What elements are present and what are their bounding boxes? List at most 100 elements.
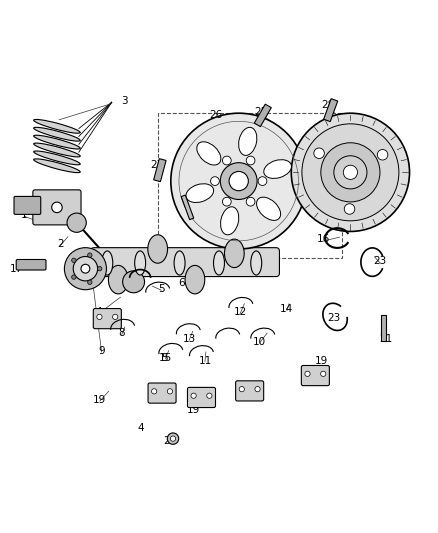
- Text: 21: 21: [380, 334, 393, 344]
- FancyBboxPatch shape: [301, 366, 329, 386]
- Text: 15: 15: [159, 353, 172, 362]
- Circle shape: [64, 248, 106, 290]
- Circle shape: [170, 436, 176, 441]
- Ellipse shape: [174, 251, 185, 275]
- Ellipse shape: [34, 127, 80, 141]
- Circle shape: [73, 256, 98, 281]
- Text: 19: 19: [244, 392, 257, 402]
- Circle shape: [52, 202, 62, 213]
- Text: 26: 26: [209, 110, 222, 120]
- Text: 11: 11: [198, 356, 212, 366]
- Text: 17: 17: [10, 264, 23, 273]
- Circle shape: [152, 389, 157, 394]
- Text: 9: 9: [98, 345, 105, 356]
- Text: 19: 19: [93, 395, 106, 405]
- Circle shape: [220, 163, 257, 199]
- Text: 25: 25: [254, 107, 267, 117]
- Text: 1: 1: [21, 210, 28, 220]
- Circle shape: [223, 197, 231, 206]
- Text: 14: 14: [280, 304, 293, 314]
- Polygon shape: [254, 104, 271, 127]
- Circle shape: [167, 389, 173, 394]
- Circle shape: [88, 253, 92, 257]
- Circle shape: [72, 275, 76, 279]
- Text: 18: 18: [67, 262, 80, 272]
- Ellipse shape: [185, 265, 205, 294]
- Circle shape: [113, 314, 118, 319]
- Text: 12: 12: [233, 308, 247, 318]
- Text: 4: 4: [138, 423, 145, 433]
- Circle shape: [343, 165, 357, 180]
- Text: 8: 8: [118, 328, 125, 338]
- Circle shape: [81, 264, 90, 273]
- Ellipse shape: [186, 184, 214, 203]
- FancyBboxPatch shape: [236, 381, 264, 401]
- Text: 16: 16: [317, 235, 330, 244]
- Circle shape: [171, 113, 307, 249]
- Circle shape: [377, 149, 388, 160]
- Circle shape: [255, 386, 260, 392]
- Text: 7: 7: [181, 199, 188, 209]
- Bar: [158, 113, 342, 258]
- Circle shape: [72, 258, 76, 262]
- Ellipse shape: [239, 127, 257, 156]
- Ellipse shape: [257, 197, 281, 220]
- Text: 4: 4: [95, 308, 102, 318]
- Ellipse shape: [197, 142, 221, 165]
- Ellipse shape: [225, 239, 244, 268]
- Ellipse shape: [135, 251, 145, 275]
- FancyBboxPatch shape: [91, 248, 279, 277]
- Circle shape: [334, 156, 367, 189]
- Text: 10: 10: [253, 337, 266, 347]
- Circle shape: [211, 177, 219, 185]
- Ellipse shape: [214, 251, 224, 275]
- FancyBboxPatch shape: [187, 387, 215, 408]
- Circle shape: [191, 393, 196, 398]
- Circle shape: [229, 172, 248, 191]
- Circle shape: [239, 386, 244, 392]
- FancyBboxPatch shape: [93, 309, 121, 329]
- Polygon shape: [381, 314, 386, 341]
- Polygon shape: [324, 99, 338, 122]
- Ellipse shape: [251, 251, 261, 275]
- Text: 28: 28: [321, 100, 334, 110]
- Text: 3: 3: [121, 96, 128, 106]
- Text: 6: 6: [178, 278, 185, 288]
- Circle shape: [321, 371, 326, 376]
- Ellipse shape: [34, 119, 80, 133]
- Circle shape: [302, 124, 399, 221]
- Circle shape: [344, 204, 355, 214]
- FancyBboxPatch shape: [14, 197, 41, 214]
- FancyBboxPatch shape: [16, 260, 46, 270]
- Ellipse shape: [34, 159, 80, 173]
- FancyBboxPatch shape: [33, 190, 81, 225]
- Text: 24: 24: [380, 151, 393, 161]
- Text: 19: 19: [315, 356, 328, 366]
- Text: 23: 23: [327, 313, 340, 323]
- Circle shape: [167, 433, 179, 445]
- Ellipse shape: [264, 160, 291, 179]
- Circle shape: [246, 197, 255, 206]
- Text: 5: 5: [158, 284, 165, 294]
- Ellipse shape: [148, 235, 167, 263]
- Circle shape: [123, 271, 145, 293]
- Text: 27: 27: [150, 160, 163, 170]
- Text: 29: 29: [121, 271, 134, 281]
- Circle shape: [321, 143, 380, 202]
- Text: 20: 20: [163, 436, 177, 446]
- Circle shape: [246, 156, 255, 165]
- Polygon shape: [181, 195, 194, 220]
- Circle shape: [97, 314, 102, 319]
- Text: 5: 5: [161, 353, 168, 364]
- Circle shape: [258, 177, 267, 185]
- Ellipse shape: [34, 135, 80, 149]
- Ellipse shape: [34, 151, 80, 165]
- Circle shape: [88, 280, 92, 285]
- Ellipse shape: [109, 265, 128, 294]
- Ellipse shape: [221, 207, 239, 235]
- Circle shape: [98, 266, 102, 271]
- Circle shape: [291, 113, 410, 231]
- Circle shape: [305, 371, 310, 376]
- Text: 19: 19: [187, 405, 200, 415]
- Circle shape: [223, 156, 231, 165]
